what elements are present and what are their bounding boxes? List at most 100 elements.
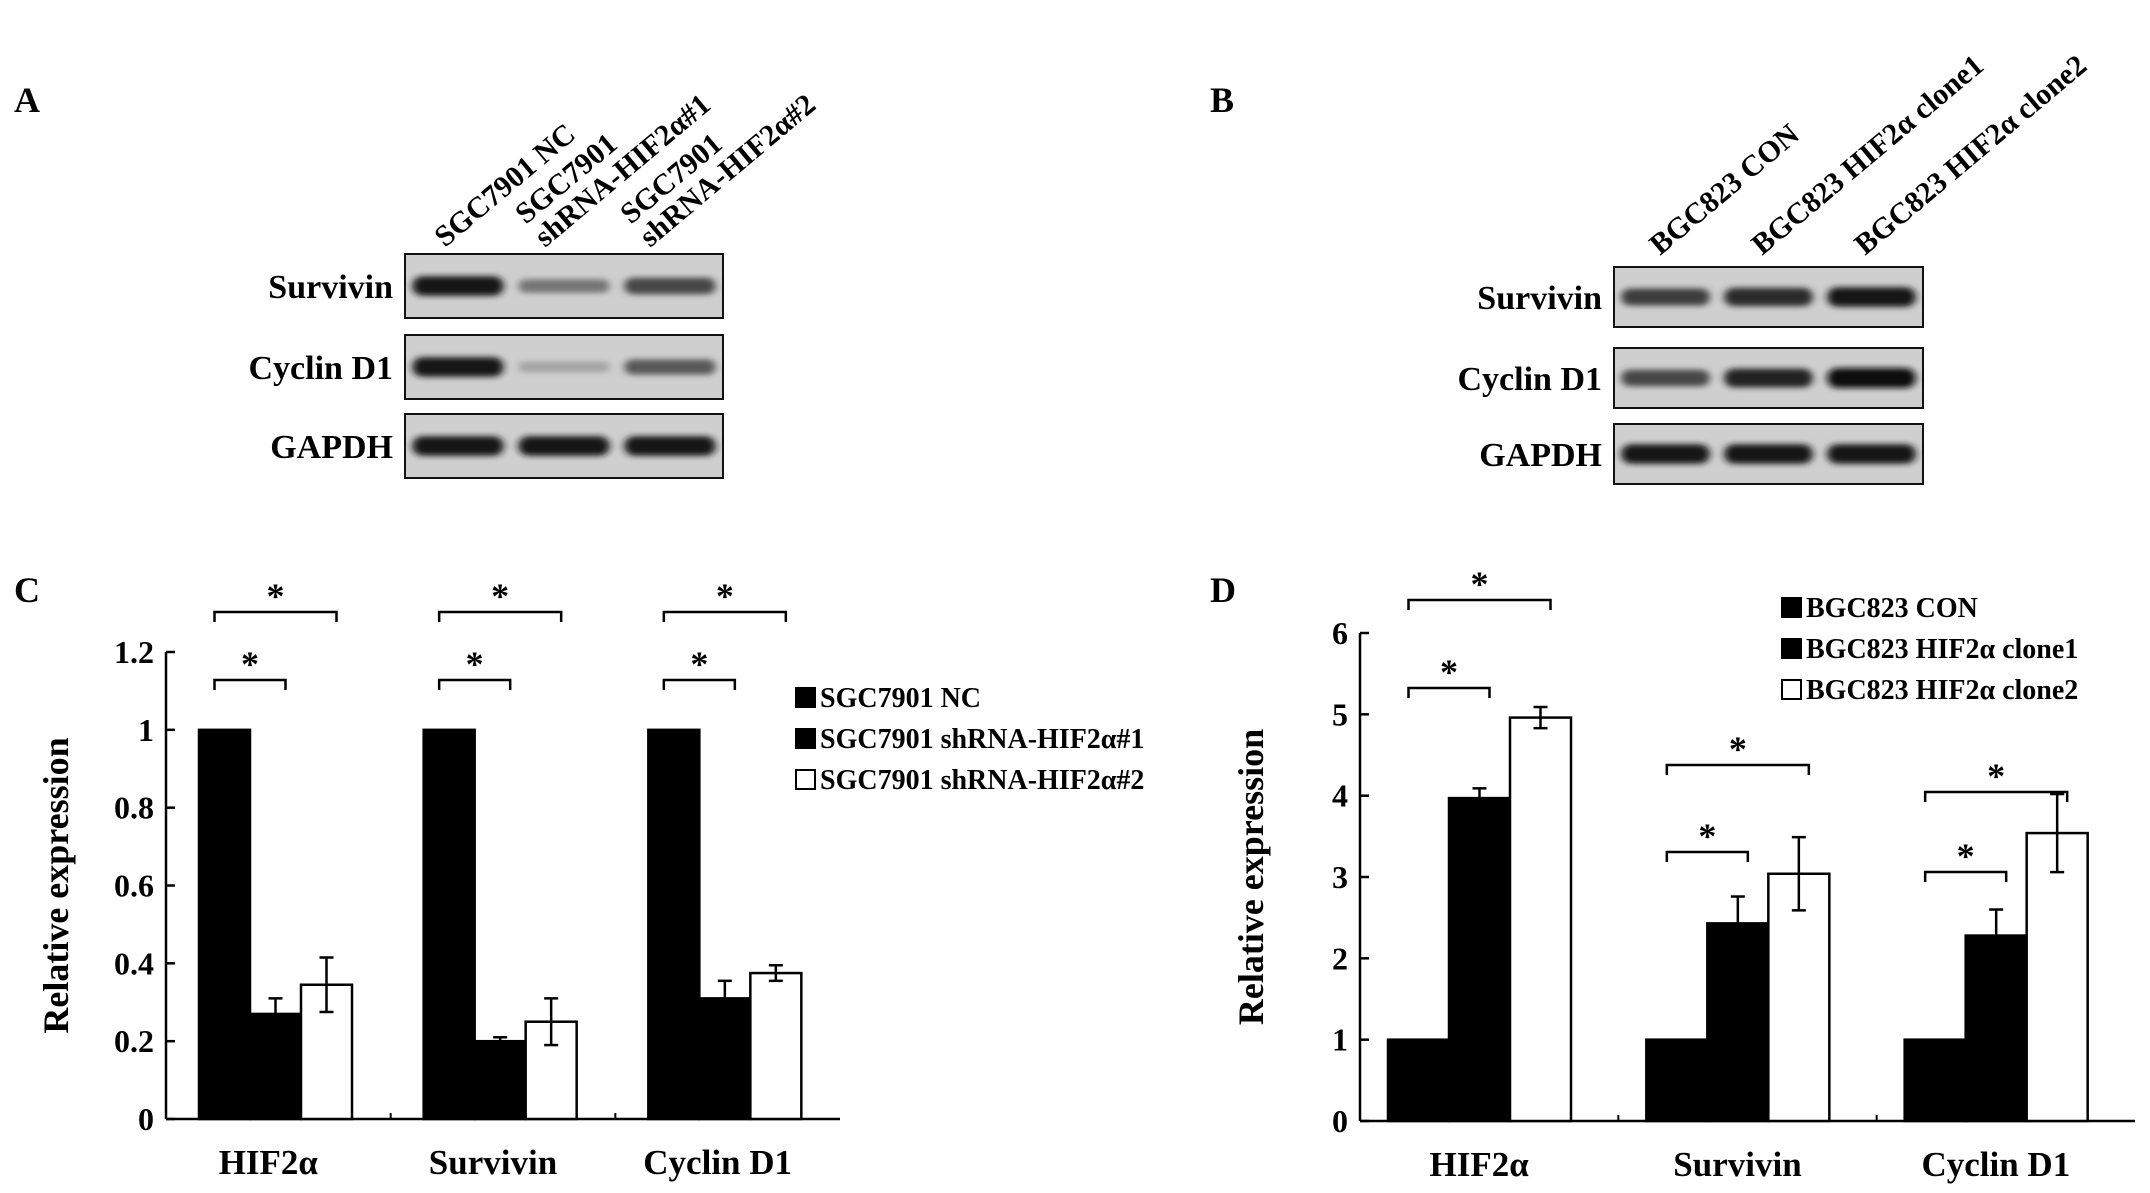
bar-chart-c: 0 0.2 0.4 0.6 0.8 1 1.2 Relative expression HIF2… xyxy=(36,576,1144,1182)
significance-star: * xyxy=(1957,836,1975,876)
blot-row-label: Survivin xyxy=(268,269,393,306)
significance-bracket xyxy=(1407,598,1552,610)
y-tick-label: 1 xyxy=(1332,1022,1348,1058)
bar xyxy=(647,728,701,1121)
blot-band xyxy=(1827,287,1916,307)
bar xyxy=(2025,831,2089,1123)
legend-label: BGC823 HIF2α clone2 xyxy=(1806,675,2078,706)
x-tick-label: Survivin xyxy=(1673,1145,1801,1184)
y-axis-title: Relative expression xyxy=(1231,729,1271,1025)
blot-band xyxy=(1621,444,1710,464)
blot-band xyxy=(1621,369,1710,387)
y-tick-label: 5 xyxy=(1332,696,1348,732)
bar xyxy=(197,728,252,1121)
blot-row-label: GAPDH xyxy=(1479,437,1602,474)
legend-swatch xyxy=(1781,679,1802,700)
significance-bracket xyxy=(662,678,737,690)
significance-star: * xyxy=(1698,816,1716,856)
blot-band xyxy=(1724,368,1813,388)
blot-band xyxy=(624,277,716,295)
blot-row-label: GAPDH xyxy=(270,429,393,466)
significance-bracket xyxy=(1665,763,1811,775)
blot-row-label: Cyclin D1 xyxy=(249,350,394,387)
significance-bracket xyxy=(1923,870,2008,882)
y-tick-label: 0.6 xyxy=(114,868,154,904)
significance-bracket xyxy=(1665,850,1750,862)
y-tick-label: 0.2 xyxy=(114,1023,154,1059)
legend-swatch xyxy=(795,728,816,749)
legend-swatch xyxy=(1781,638,1802,659)
significance-star: * xyxy=(1471,564,1489,604)
significance-star: * xyxy=(267,576,285,616)
panel-b-letter: B xyxy=(1210,80,1234,120)
legend-label: SGC7901 NC xyxy=(820,683,981,714)
blot-band xyxy=(1621,288,1710,306)
blot-band xyxy=(624,436,716,456)
significance-star: * xyxy=(1729,729,1747,769)
blot-band xyxy=(518,436,610,456)
significance-star: * xyxy=(716,576,734,616)
y-tick-label: 2 xyxy=(1332,940,1348,976)
y-tick-label: 3 xyxy=(1332,859,1348,895)
blot-band xyxy=(1724,287,1813,307)
western-blot-a: SGC7901 NCSGC7901shRNA-HIF2α#1SGC7901shR… xyxy=(249,88,822,479)
bar xyxy=(1903,1038,1967,1123)
blot-band xyxy=(412,436,504,456)
y-tick-label: 1.2 xyxy=(114,634,154,670)
y-tick-label: 6 xyxy=(1332,615,1348,651)
panel-c-letter: C xyxy=(14,570,40,610)
significance-star: * xyxy=(491,576,509,616)
legend-swatch xyxy=(795,687,816,708)
blot-row-label: Survivin xyxy=(1477,280,1602,317)
blot-band xyxy=(1827,368,1916,388)
blot-row-label: Cyclin D1 xyxy=(1458,361,1603,398)
legend-swatch xyxy=(1781,597,1802,618)
legend-swatch xyxy=(795,769,816,790)
bar xyxy=(1508,716,1573,1123)
significance-star: * xyxy=(1440,652,1458,692)
x-tick-label: Cyclin D1 xyxy=(643,1143,792,1182)
significance-bracket xyxy=(1923,790,2069,802)
significance-star: * xyxy=(690,644,708,684)
blot-band xyxy=(518,361,610,373)
significance-bracket xyxy=(213,678,287,690)
blot-band xyxy=(412,357,504,377)
blot-band xyxy=(1724,444,1813,464)
bar xyxy=(473,1039,527,1121)
y-tick-label: 0 xyxy=(1332,1103,1348,1139)
bar xyxy=(1964,934,2028,1123)
bar-chart-d: 0 1 2 3 4 5 6 Relative expression HIF2α Survivin C… xyxy=(1231,564,2135,1184)
bar xyxy=(749,971,803,1121)
bar xyxy=(1386,1038,1451,1123)
significance-star: * xyxy=(466,644,484,684)
bar xyxy=(1767,872,1831,1123)
legend-label: SGC7901 shRNA-HIF2α#1 xyxy=(820,724,1144,755)
significance-bracket xyxy=(662,610,788,622)
panel-a-letter: A xyxy=(14,80,40,120)
bar xyxy=(422,728,476,1121)
blot-band xyxy=(518,279,610,293)
x-tick-label: HIF2α xyxy=(1430,1145,1530,1184)
significance-bracket xyxy=(437,678,512,690)
y-tick-label: 1 xyxy=(138,712,154,748)
legend-label: BGC823 HIF2α clone1 xyxy=(1806,634,2078,665)
significance-star: * xyxy=(1987,756,2005,796)
blot-band xyxy=(624,359,716,375)
panel-d-letter: D xyxy=(1210,570,1236,610)
y-tick-label: 0.8 xyxy=(114,790,154,826)
blot-band xyxy=(412,276,504,296)
x-tick-label: Cyclin D1 xyxy=(1921,1145,2070,1184)
significance-bracket xyxy=(1407,686,1491,698)
legend-label: BGC823 CON xyxy=(1806,593,1978,624)
bar xyxy=(1447,796,1512,1123)
y-axis-title: Relative expression xyxy=(36,737,76,1033)
significance-star: * xyxy=(241,644,259,684)
y-tick-label: 0.4 xyxy=(114,945,154,981)
x-tick-label: HIF2α xyxy=(219,1143,319,1182)
y-tick-label: 0 xyxy=(138,1101,154,1137)
bar xyxy=(1645,1038,1709,1123)
legend-label: SGC7901 shRNA-HIF2α#2 xyxy=(820,765,1144,796)
blot-band xyxy=(1827,444,1916,464)
